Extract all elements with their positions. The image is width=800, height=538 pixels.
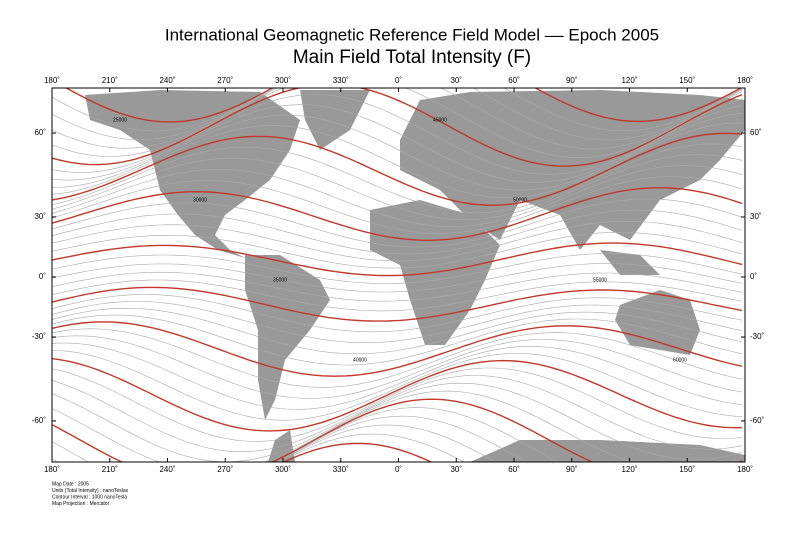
contour-line (52, 253, 743, 284)
title: International Geomagnetic Reference Fiel… (165, 25, 659, 44)
contour-line (52, 308, 743, 355)
latitude-label: -30˚ (750, 332, 765, 341)
contour-line (52, 165, 743, 227)
contour-line (52, 104, 743, 183)
latitude-label: -30˚ (32, 332, 47, 341)
contour-line (52, 279, 743, 312)
longitude-label: 60˚ (508, 465, 520, 474)
subtitle: Main Field Total Intensity (F) (293, 47, 531, 68)
longitude-label: 120˚ (621, 465, 637, 474)
contour-line (64, 88, 743, 123)
longitude-label: 300˚ (275, 465, 291, 474)
contour-line (52, 198, 743, 248)
contour-line (52, 88, 743, 132)
contour-line (52, 321, 743, 377)
contour-line (52, 122, 743, 199)
longitude-label: 210˚ (102, 465, 118, 474)
contour-line (52, 301, 743, 343)
map-note: Map Date : 2005 (52, 481, 89, 487)
longitude-label: 30˚ (450, 76, 462, 85)
map-note: Units (Total Intensity) : nanoTeslas (52, 488, 129, 494)
longitude-label: 240˚ (159, 76, 175, 85)
latitude-label: 0˚ (750, 272, 757, 281)
longitude-label: 90˚ (566, 465, 578, 474)
longitude-label: 300˚ (275, 76, 291, 85)
latitude-label: 60˚ (750, 128, 762, 137)
longitude-label: 240˚ (159, 465, 175, 474)
contour-line (52, 382, 743, 462)
longitude-label: 30˚ (450, 465, 462, 474)
contour-label: 60000 (673, 357, 687, 363)
latitude-label: 30˚ (34, 212, 46, 221)
longitude-label: 270˚ (217, 76, 233, 85)
longitude-label: 180˚ (44, 76, 60, 85)
contour-line (52, 342, 743, 410)
contour-label: 30000 (193, 197, 207, 203)
contour-line (52, 176, 743, 234)
contour-label: 40000 (353, 357, 367, 363)
longitude-label: 180˚ (44, 465, 60, 474)
contours (52, 88, 743, 462)
latitude-label: -60˚ (750, 416, 765, 425)
contour-line (52, 367, 743, 442)
latitude-label: 0˚ (39, 272, 46, 281)
map-note: Map Projection : Mercator (52, 501, 110, 507)
contour-line (52, 335, 743, 399)
contour-line (52, 271, 743, 302)
contour-line (278, 424, 497, 462)
contour-line (52, 415, 528, 462)
longitude-label: 0˚ (395, 76, 402, 85)
contour-line (52, 232, 743, 269)
contour-line (282, 442, 433, 462)
latitude-label: 60˚ (34, 128, 46, 137)
longitude-label: 210˚ (102, 76, 118, 85)
contour-label: 45000 (433, 117, 447, 123)
longitude-label: 90˚ (566, 76, 578, 85)
contour-line (52, 94, 743, 175)
contour-line (52, 350, 743, 421)
contour-line (52, 375, 743, 452)
longitude-label: 330˚ (333, 465, 349, 474)
map-note: Contour Interval : 1000 nanoTesla (52, 494, 127, 500)
contour-line (52, 242, 743, 277)
longitude-label: 60˚ (508, 76, 520, 85)
contour-label: 35000 (273, 277, 287, 283)
latitude-label: 30˚ (750, 212, 762, 221)
contour-label: 55000 (593, 277, 607, 283)
longitude-label: 270˚ (217, 465, 233, 474)
contour-line (52, 407, 559, 462)
longitude-label: 150˚ (679, 465, 695, 474)
contour-line (52, 88, 743, 150)
longitude-label: 180˚ (737, 465, 753, 474)
contour-line (52, 154, 743, 220)
contour-line (52, 209, 743, 255)
contour-line (52, 187, 743, 241)
latitude-label: -60˚ (32, 416, 47, 425)
contour-line (52, 398, 743, 462)
contour-line (52, 143, 743, 213)
longitude-label: 330˚ (333, 76, 349, 85)
contour-line (52, 88, 743, 167)
longitude-label: 0˚ (395, 465, 402, 474)
contour-line (52, 132, 743, 206)
contour-line (52, 390, 743, 462)
contour-line (52, 221, 743, 262)
contour-line (279, 433, 465, 462)
contour-line (52, 328, 743, 388)
contour-line (52, 88, 743, 141)
contour-line (52, 357, 742, 432)
contour-label: 50000 (513, 197, 527, 203)
contour-line (52, 314, 743, 366)
contour-line (52, 113, 743, 191)
longitude-label: 180˚ (737, 76, 753, 85)
contour-line (52, 286, 743, 322)
contour-line (52, 88, 743, 158)
contour-line (52, 294, 743, 333)
contour-line (52, 263, 743, 293)
contour-label: 25000 (113, 117, 127, 123)
longitude-label: 150˚ (679, 76, 695, 85)
longitude-label: 120˚ (621, 76, 637, 85)
